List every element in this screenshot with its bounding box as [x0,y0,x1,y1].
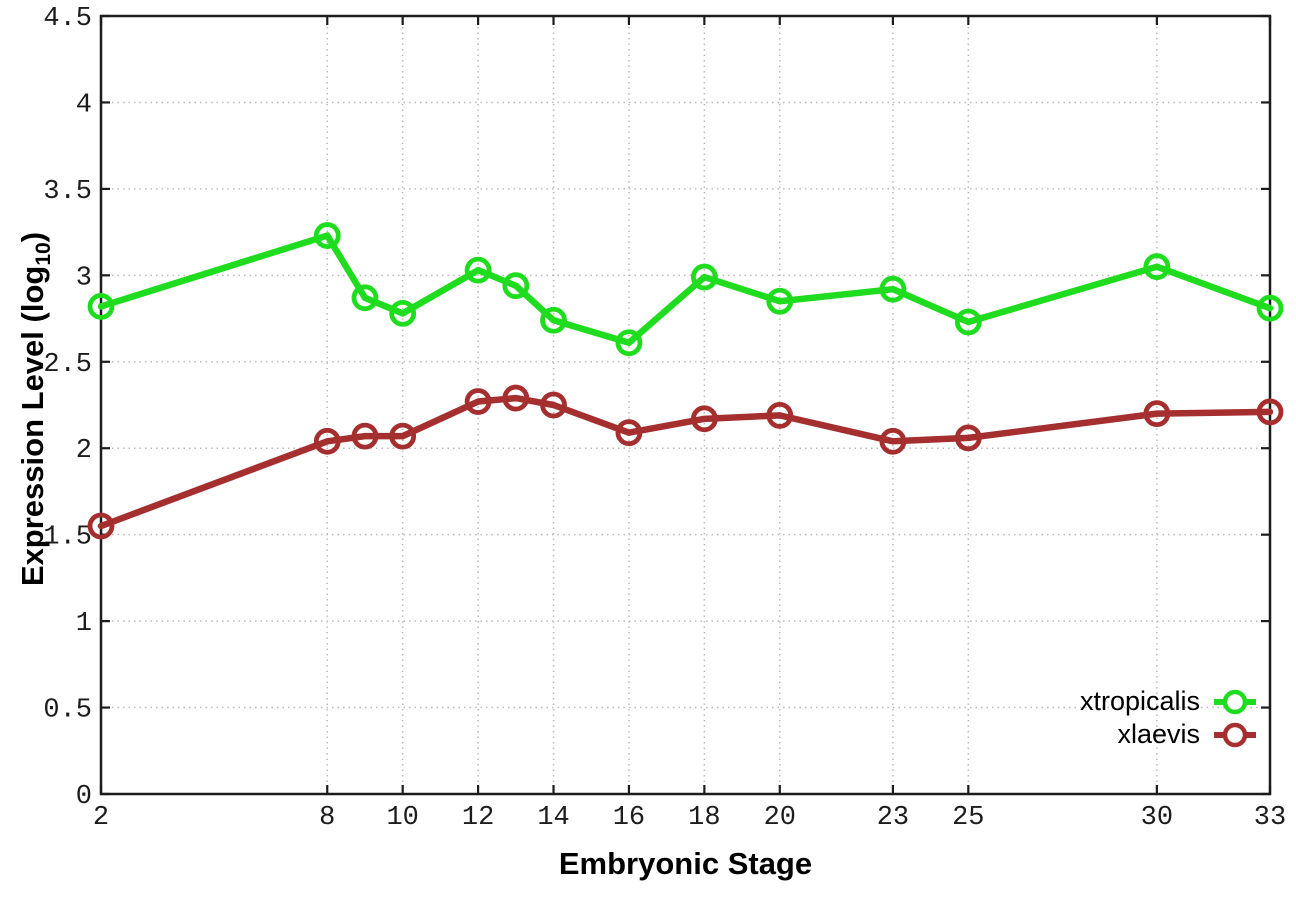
y-tick-label: 3.5 [43,177,92,207]
x-tick-label: 14 [537,803,569,833]
x-tick-label: 33 [1254,803,1286,833]
legend: xtropicalis xlaevis [1080,685,1258,751]
y-axis-title-close: ) [15,231,50,243]
x-tick-label: 25 [952,803,984,833]
y-tick-label: 3 [76,263,92,293]
data-point-xtropicalis [954,308,982,336]
x-tick-label: 2 [93,803,109,833]
x-tick-label: 18 [688,803,720,833]
y-tick-label: 4.5 [43,4,92,34]
data-point-xtropicalis [690,263,718,291]
y-axis-title-text: Expression Level (log [15,265,50,587]
y-tick-label: 0 [76,782,92,812]
data-point-xlaevis [766,401,794,429]
data-point-xlaevis [1143,400,1171,428]
series-line-xtropicalis [97,232,1274,347]
x-tick-label: 30 [1141,803,1173,833]
legend-label-xlaevis: xlaevis [1117,719,1200,749]
line-point-marker-icon [1214,722,1256,747]
x-tick-label: 20 [764,803,796,833]
data-point-xtropicalis [351,284,379,312]
data-point-xlaevis [690,405,718,433]
y-tick-label: 2.5 [43,350,92,380]
x-tick-label: 16 [613,803,645,833]
x-tick-label: 10 [386,803,418,833]
data-point-xtropicalis [389,299,417,327]
legend-item-xtropicalis: xtropicalis [1080,685,1258,718]
data-point-xtropicalis [1256,294,1284,322]
y-tick-label: 0.5 [43,696,92,726]
data-point-xtropicalis [87,293,115,320]
data-point-xtropicalis [502,272,530,300]
data-point-xlaevis [954,424,982,452]
data-point-xlaevis [615,419,643,447]
data-point-xtropicalis [879,275,907,303]
series-line-xlaevis [97,394,1274,530]
y-tick-label: 1 [76,609,92,639]
y-axis-title: Expression Level (log10) [15,204,55,614]
y-axis-title-subscript: 10 [32,242,56,266]
data-point-xlaevis [464,388,492,415]
legend-item-xlaevis: xlaevis [1080,718,1258,751]
y-tick-label: 4 [76,90,92,120]
data-point-xlaevis [87,512,115,540]
data-point-xtropicalis [464,256,492,284]
data-point-xlaevis [879,427,907,455]
data-point-xlaevis [389,422,417,450]
data-point-xtropicalis [766,287,794,315]
y-tick-label: 2 [76,436,92,466]
x-tick-label: 8 [319,803,335,833]
data-point-xlaevis [502,384,530,412]
data-point-xtropicalis [540,306,567,334]
legend-label-xtropicalis: xtropicalis [1079,686,1200,716]
data-point-xlaevis [1256,398,1284,426]
y-tick-label: 1.5 [43,523,92,553]
data-point-xtropicalis [313,222,341,249]
x-axis-title: Embryonic Stage [558,846,813,881]
x-tick-label: 23 [877,803,909,833]
data-point-xlaevis [540,391,567,419]
data-point-xtropicalis [1143,253,1171,281]
x-tick-label: 12 [462,803,494,833]
line-point-marker-icon [1214,689,1256,714]
data-point-xlaevis [313,427,341,455]
data-point-xtropicalis [615,329,643,357]
data-point-xlaevis [351,422,379,450]
